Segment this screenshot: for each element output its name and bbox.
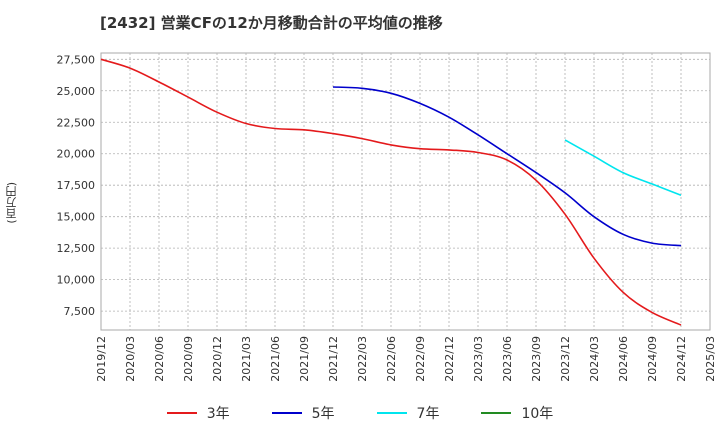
x-tick-label: 2020/06 xyxy=(153,336,166,382)
y-tick-label: 22,500 xyxy=(57,116,96,129)
y-tick-label: 20,000 xyxy=(57,148,96,161)
x-tick-label: 2021/06 xyxy=(269,336,282,382)
series-line-1 xyxy=(332,86,682,247)
y-tick-label: 12,500 xyxy=(57,242,96,255)
x-tick-label: 2022/09 xyxy=(414,336,427,382)
x-tick-label: 2020/12 xyxy=(211,336,224,382)
x-tick-label: 2024/03 xyxy=(588,336,601,382)
x-tick-label: 2023/03 xyxy=(472,336,485,382)
x-tick-label: 2024/12 xyxy=(675,336,688,382)
x-tick-label: 2024/09 xyxy=(646,336,659,382)
legend-swatch xyxy=(376,412,407,414)
legend-item: 5年 xyxy=(271,403,335,423)
y-tick-label: 25,000 xyxy=(57,85,96,98)
y-tick-label: 7,500 xyxy=(64,305,96,318)
y-tick-label: 15,000 xyxy=(57,211,96,224)
x-tick-label: 2021/12 xyxy=(327,336,340,382)
x-tick-label: 2022/03 xyxy=(356,336,369,382)
x-tick-label: 2025/03 xyxy=(704,336,717,382)
legend-item: 10年 xyxy=(481,403,553,423)
series-line-0 xyxy=(100,58,682,326)
legend-label: 5年 xyxy=(311,406,335,422)
x-tick-label: 2023/12 xyxy=(559,336,572,382)
legend-label: 10年 xyxy=(521,406,554,422)
x-tick-label: 2023/06 xyxy=(501,336,514,382)
x-tick-label: 2022/06 xyxy=(385,336,398,382)
legend-label: 7年 xyxy=(416,406,440,422)
y-tick-label: 27,500 xyxy=(57,53,96,66)
legend-label: 3年 xyxy=(206,406,230,422)
x-tick-label: 2023/09 xyxy=(530,336,543,382)
legend-swatch xyxy=(481,412,512,414)
x-tick-label: 2019/12 xyxy=(95,336,108,382)
x-tick-label: 2020/03 xyxy=(124,336,137,382)
x-tick-label: 2021/09 xyxy=(298,336,311,382)
x-tick-label: 2024/06 xyxy=(617,336,630,382)
series-line-2 xyxy=(564,139,682,197)
legend-swatch xyxy=(166,412,197,414)
chart-title: [2432] 営業CFの12か月移動合計の平均値の推移 xyxy=(100,14,443,32)
x-tick-label: 2021/03 xyxy=(240,336,253,382)
legend-item: 3年 xyxy=(166,403,230,423)
legend-item: 7年 xyxy=(376,403,440,423)
legend-swatch xyxy=(271,412,302,414)
y-tick-label: 17,500 xyxy=(57,179,96,192)
x-tick-label: 2022/12 xyxy=(443,336,456,382)
x-tick-label: 2020/09 xyxy=(182,336,195,382)
chart-legend: 3年 5年 7年 10年 xyxy=(0,403,720,423)
y-tick-label: 10,000 xyxy=(57,274,96,287)
plot-area xyxy=(100,52,711,331)
